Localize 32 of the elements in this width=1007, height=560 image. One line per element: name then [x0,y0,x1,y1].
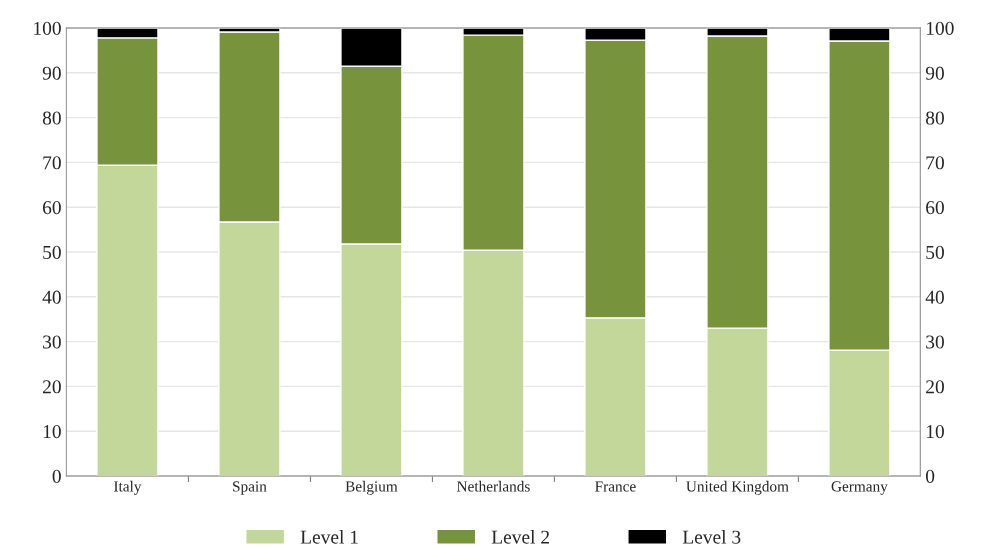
y2-tick-label: 60 [926,201,944,215]
y-tick-label: 70 [43,156,61,170]
x-tick-label: Germany [831,481,888,495]
x-tick-label: Netherlands [456,480,530,492]
x-tick-label: Belgium [345,480,398,495]
y2-tick-label: 0 [926,469,935,483]
legend-label: Level 2 [491,530,549,544]
y-tick-label: 80 [42,111,61,125]
legend-label: Level 1 [300,530,358,544]
y2-tick-label: 10 [926,425,944,439]
y-tick-label: 40 [42,290,61,304]
y-tick-label: 0 [52,469,61,483]
y-tick-label: 10 [43,425,61,439]
legend-label: Level 3 [682,530,741,544]
y2-tick-label: 70 [926,156,944,170]
y2-tick-label: 90 [925,66,944,80]
y-tick-label: 60 [42,201,61,215]
y-tick-label: 30 [43,335,61,349]
y-tick-label: 50 [43,245,61,259]
y2-tick-label: 30 [926,335,944,349]
x-tick-label: France [595,481,636,492]
y2-tick-label: 100 [926,21,954,35]
x-tick-label: United Kingdom [686,480,789,495]
y2-tick-label: 50 [926,245,944,259]
y-tick-label: 20 [43,380,61,394]
y2-tick-label: 40 [925,290,944,304]
x-tick-label: Italy [114,480,142,495]
y-tick-label: 90 [42,66,61,80]
x-tick-label: Spain [233,481,267,495]
y2-tick-label: 80 [926,111,944,125]
y2-tick-label: 20 [926,380,944,394]
y-tick-label: 100 [34,21,61,35]
